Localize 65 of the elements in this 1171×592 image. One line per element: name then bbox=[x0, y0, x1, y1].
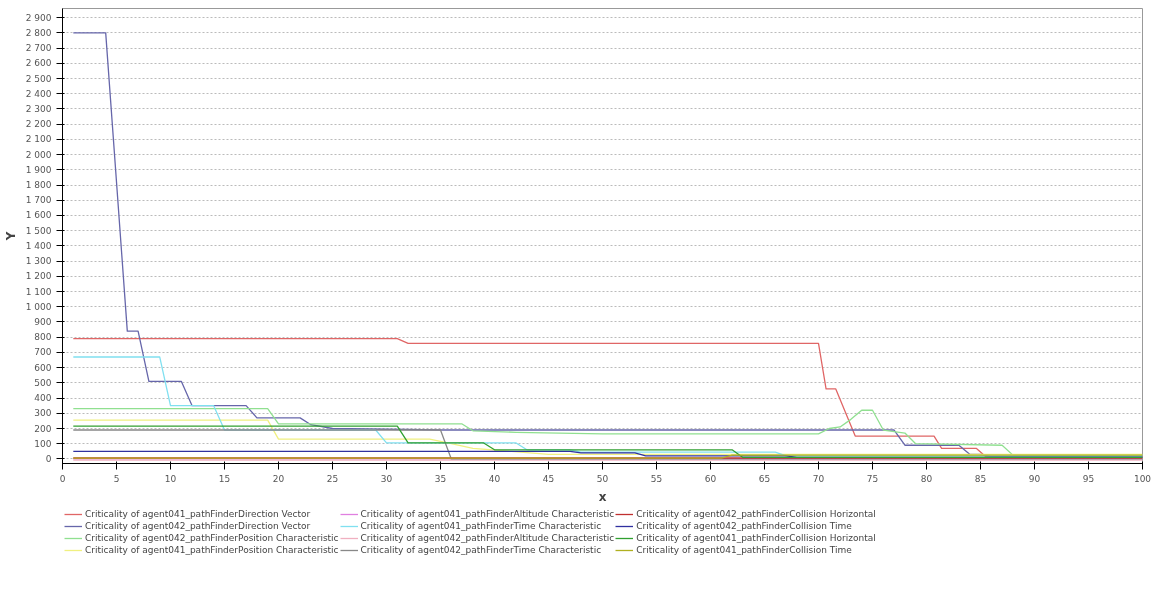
y-tick-label: 1 800 bbox=[25, 180, 52, 191]
x-tick-label: 55 bbox=[650, 473, 663, 484]
y-tick-label: 2 300 bbox=[25, 103, 52, 114]
y-tick-label: 2 800 bbox=[25, 27, 52, 38]
y-tick-label: 1 400 bbox=[25, 240, 52, 251]
y-tick-label: 600 bbox=[34, 362, 52, 373]
x-tick-label: 20 bbox=[272, 473, 285, 484]
legend-label: Criticality of agent041_pathFinderPosition Characteristic bbox=[85, 544, 339, 555]
x-axis-title: x bbox=[598, 489, 607, 504]
legend-label: Criticality of agent041_pathFinderDirection Vector bbox=[85, 508, 311, 519]
x-tick-label: 25 bbox=[326, 473, 339, 484]
x-tick-label: 90 bbox=[1028, 473, 1041, 484]
legend-label: Criticality of agent042_pathFinderAltitude Characteristic bbox=[360, 532, 615, 543]
legend-label: Criticality of agent042_pathFinderCollision Time bbox=[636, 520, 852, 531]
legend-label: Criticality of agent042_pathFinderTime Characteristic bbox=[360, 544, 602, 555]
x-tick-label: 0 bbox=[59, 473, 66, 484]
x-tick-label: 75 bbox=[866, 473, 879, 484]
y-tick-label: 1 100 bbox=[25, 286, 52, 297]
legend-label: Criticality of agent041_pathFinderAltitude Characteristic bbox=[360, 508, 615, 519]
legend-label: Criticality of agent042_pathFinderPosition Characteristic bbox=[85, 532, 339, 543]
y-tick-label: 1 300 bbox=[25, 256, 52, 267]
y-tick-label: 2 500 bbox=[25, 73, 52, 84]
y-tick-label: 500 bbox=[34, 377, 52, 388]
legend-label: Criticality of agent041_pathFinderTime Characteristic bbox=[360, 520, 602, 531]
y-tick-label: 2 400 bbox=[25, 88, 52, 99]
legend-label: Criticality of agent042_pathFinderDirection Vector bbox=[85, 520, 311, 531]
x-tick-label: 5 bbox=[113, 473, 120, 484]
x-tick-label: 30 bbox=[380, 473, 393, 484]
y-tick-label: 400 bbox=[34, 393, 52, 404]
y-axis-title: Y bbox=[3, 231, 18, 242]
legend-label: Criticality of agent041_pathFinderCollision Time bbox=[636, 544, 852, 555]
x-tick-label: 95 bbox=[1082, 473, 1095, 484]
y-tick-label: 1 900 bbox=[25, 164, 52, 175]
x-tick-label: 60 bbox=[704, 473, 717, 484]
y-tick-label: 0 bbox=[45, 453, 52, 464]
y-tick-label: 1 200 bbox=[25, 271, 52, 282]
x-tick-label: 85 bbox=[974, 473, 987, 484]
x-tick-label: 45 bbox=[542, 473, 555, 484]
x-tick-label: 50 bbox=[596, 473, 609, 484]
y-tick-label: 800 bbox=[34, 332, 52, 343]
y-tick-label: 2 200 bbox=[25, 119, 52, 130]
x-tick-label: 80 bbox=[920, 473, 933, 484]
legend-label: Criticality of agent042_pathFinderCollision Horizontal bbox=[636, 508, 876, 519]
y-tick-label: 2 600 bbox=[25, 58, 52, 69]
x-tick-label: 100 bbox=[1133, 473, 1152, 484]
y-tick-label: 1 700 bbox=[25, 195, 52, 206]
x-tick-label: 40 bbox=[488, 473, 501, 484]
x-tick-label: 15 bbox=[218, 473, 231, 484]
x-tick-label: 10 bbox=[164, 473, 177, 484]
y-tick-label: 1 600 bbox=[25, 210, 52, 221]
y-tick-label: 900 bbox=[34, 316, 52, 327]
y-tick-label: 300 bbox=[34, 408, 52, 419]
y-tick-label: 700 bbox=[34, 347, 52, 358]
y-tick-label: 2 100 bbox=[25, 134, 52, 145]
legend-label: Criticality of agent041_pathFinderCollision Horizontal bbox=[636, 532, 876, 543]
y-tick-label: 2 000 bbox=[25, 149, 52, 160]
y-tick-label: 2 900 bbox=[25, 12, 52, 23]
y-tick-label: 1 000 bbox=[25, 301, 52, 312]
y-tick-label: 1 500 bbox=[25, 225, 52, 236]
x-tick-label: 65 bbox=[758, 473, 771, 484]
y-tick-label: 2 700 bbox=[25, 43, 52, 54]
y-tick-label: 200 bbox=[34, 423, 52, 434]
y-tick-label: 100 bbox=[34, 438, 52, 449]
x-tick-label: 70 bbox=[812, 473, 825, 484]
x-tick-label: 35 bbox=[434, 473, 447, 484]
